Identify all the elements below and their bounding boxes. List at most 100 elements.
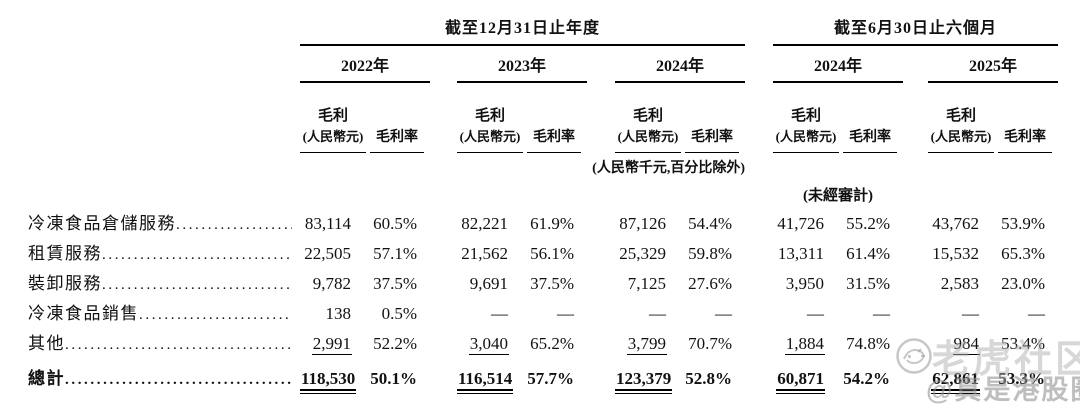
table-row: 租賃服務 22,505 57.1% 21,562 56.1% 25,329 59… xyxy=(28,239,1058,269)
gross-profit-value: — xyxy=(962,304,979,323)
margin-value: — xyxy=(1028,304,1045,323)
cell-fy2022: 83,114 60.5% xyxy=(300,209,430,239)
margin-value: 37.5% xyxy=(530,274,574,293)
table-row: 冷凍食品倉儲服務 83,114 60.5% 82,221 61.9% 87,12… xyxy=(28,209,1058,239)
cell-fy2022: 22,505 57.1% xyxy=(300,239,430,269)
margin-value: 59.8% xyxy=(688,244,732,263)
dot-leader xyxy=(176,210,292,239)
gross-profit-value: 9,782 xyxy=(312,274,351,293)
dot-leader xyxy=(102,240,292,269)
year-header-row: 2022年 2023年 2024年 2024年 2025年 xyxy=(28,46,1058,83)
gross-profit-value: 87,126 xyxy=(619,214,666,233)
table-row: 冷凍食品銷售 138 0.5% — — — — — — — — xyxy=(28,299,1058,329)
cell-fy2024: — — xyxy=(615,299,745,329)
total-cell-fy2023: 116,514 57.7% xyxy=(457,359,587,403)
cell-hy2025: 15,532 65.3% xyxy=(928,239,1058,269)
row-label: 冷凍食品銷售 xyxy=(28,304,139,323)
total-gross-profit-value: 62,861 xyxy=(931,368,980,394)
total-row-label: 總計 xyxy=(28,369,65,388)
col-header-margin: 毛利率 xyxy=(370,126,424,153)
gross-profit-value: — xyxy=(649,304,666,323)
gross-profit-value: 22,505 xyxy=(304,244,351,263)
gross-profit-value: — xyxy=(807,304,824,323)
cell-hy2024: 3,950 31.5% xyxy=(773,269,903,299)
table-body: 冷凍食品倉儲服務 83,114 60.5% 82,221 61.9% 87,12… xyxy=(28,209,1058,359)
row-label: 租賃服務 xyxy=(28,244,102,263)
cell-fy2024: 3,799 70.7% xyxy=(615,329,745,359)
cell-hy2024: — — xyxy=(773,299,903,329)
row-label-cell: 總計 xyxy=(28,359,300,403)
dot-leader xyxy=(65,360,292,400)
margin-value: 54.4% xyxy=(688,214,732,233)
cell-fy2023: — — xyxy=(457,299,587,329)
margin-value: 61.4% xyxy=(846,244,890,263)
total-margin-value: 57.7% xyxy=(527,369,574,388)
table-row: 其他 2,991 52.2% 3,040 65.2% 3,799 70.7% 1… xyxy=(28,329,1058,359)
gross-profit-value: 9,691 xyxy=(469,274,508,293)
total-gross-profit-value: 118,530 xyxy=(300,368,357,394)
row-label: 冷凍食品倉儲服務 xyxy=(28,214,176,233)
gross-profit-value: 1,884 xyxy=(784,334,825,355)
row-label-cell: 裝卸服務 xyxy=(28,269,300,299)
unaudited-note: (未經審計) xyxy=(803,188,873,204)
margin-value: 53.4% xyxy=(1001,334,1045,353)
margin-value: 65.3% xyxy=(1001,244,1045,263)
col-header-gross-profit: 毛利 (人民幣元) xyxy=(773,106,839,153)
margin-value: 61.9% xyxy=(530,214,574,233)
cell-fy2023: 3,040 65.2% xyxy=(457,329,587,359)
column-headers-2022: 毛利 (人民幣元) 毛利率 xyxy=(300,106,430,153)
total-margin-value: 54.2% xyxy=(843,369,890,388)
gross-profit-value: 21,562 xyxy=(461,244,508,263)
cell-hy2024: 1,884 74.8% xyxy=(773,329,903,359)
gross-profit-value: 3,950 xyxy=(785,274,824,293)
gross-profit-value: 3,799 xyxy=(626,334,667,355)
margin-value: 37.5% xyxy=(373,274,417,293)
cell-hy2025: 2,583 23.0% xyxy=(928,269,1058,299)
row-label: 裝卸服務 xyxy=(28,274,102,293)
total-margin-value: 50.1% xyxy=(370,369,417,388)
cell-fy2022: 2,991 52.2% xyxy=(300,329,430,359)
gross-profit-value: 83,114 xyxy=(304,214,351,233)
margin-value: 27.6% xyxy=(688,274,732,293)
row-label-cell: 冷凍食品銷售 xyxy=(28,299,300,329)
margin-value: 53.9% xyxy=(1001,214,1045,233)
margin-value: 70.7% xyxy=(688,334,732,353)
cell-fy2024: 25,329 59.8% xyxy=(615,239,745,269)
total-gross-profit-value: 116,514 xyxy=(457,368,514,394)
cell-fy2024: 87,126 54.4% xyxy=(615,209,745,239)
margin-value: 65.2% xyxy=(530,334,574,353)
col-header-gross-profit: 毛利 (人民幣元) xyxy=(457,106,523,153)
total-gross-profit-value: 123,379 xyxy=(615,368,673,394)
gross-profit-value: 15,532 xyxy=(932,244,979,263)
period-group-interim: 截至6月30日止六個月 xyxy=(773,14,1058,46)
col-header-margin: 毛利率 xyxy=(998,126,1052,153)
table-total-row: 總計 118,530 50.1% 116,514 57.7% 123,379 5… xyxy=(28,359,1058,403)
gross-profit-value: 138 xyxy=(325,304,352,323)
row-label-cell: 租賃服務 xyxy=(28,239,300,269)
year-header-2025-interim: 2025年 xyxy=(928,52,1058,83)
year-header-2024: 2024年 xyxy=(615,52,745,83)
gross-profit-value: 7,125 xyxy=(627,274,666,293)
period-group-header-row: 截至12月31日止年度 截至6月30日止六個月 xyxy=(28,8,1058,46)
col-header-gross-profit: 毛利 (人民幣元) xyxy=(928,106,994,153)
cell-hy2025: 43,762 53.9% xyxy=(928,209,1058,239)
column-headers-2024: 毛利 (人民幣元) 毛利率 xyxy=(615,106,745,153)
cell-hy2024: 13,311 61.4% xyxy=(773,239,903,269)
year-header-2022: 2022年 xyxy=(300,52,430,83)
gross-profit-value: 3,040 xyxy=(468,334,509,355)
margin-value: 31.5% xyxy=(846,274,890,293)
total-cell-hy2025: 62,861 53.3% xyxy=(928,359,1058,403)
column-headers-2025-interim: 毛利 (人民幣元) 毛利率 xyxy=(928,106,1058,153)
gross-profit-value: 41,726 xyxy=(777,214,824,233)
cell-fy2023: 21,562 56.1% xyxy=(457,239,587,269)
total-cell-fy2024: 123,379 52.8% xyxy=(615,359,745,403)
margin-value: 56.1% xyxy=(530,244,574,263)
cell-fy2023: 9,691 37.5% xyxy=(457,269,587,299)
margin-value: 55.2% xyxy=(846,214,890,233)
cell-fy2022: 138 0.5% xyxy=(300,299,430,329)
margin-value: 60.5% xyxy=(373,214,417,233)
cell-fy2024: 7,125 27.6% xyxy=(615,269,745,299)
gross-profit-value: 984 xyxy=(952,334,980,355)
col-header-margin: 毛利率 xyxy=(685,126,739,153)
